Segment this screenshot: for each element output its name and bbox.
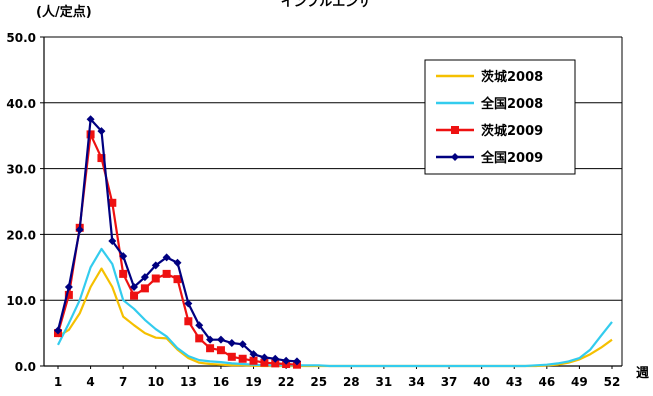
x-tick-label: 4 (86, 375, 94, 389)
data-point (151, 261, 160, 270)
data-point (108, 198, 117, 207)
x-axis-label: 週 (636, 366, 649, 381)
y-axis-label: (人/定点) (36, 4, 92, 20)
data-point (292, 357, 301, 366)
y-tick-label: 20.0 (6, 228, 36, 242)
x-tick-label: 7 (119, 375, 127, 389)
data-point (54, 326, 62, 335)
data-point (216, 335, 225, 344)
data-point (271, 354, 280, 363)
y-tick-labels: 0.0 10.0 20.0 30.0 40.0 50.0 (6, 31, 36, 374)
data-point (184, 299, 193, 308)
data-point (249, 356, 258, 365)
gridlines (44, 36, 623, 366)
data-point (195, 321, 204, 330)
data-point (260, 358, 269, 367)
series-3 (54, 130, 301, 369)
x-tick-label: 16 (213, 375, 230, 389)
x-tick-label: 28 (343, 375, 360, 389)
x-tick-label: 31 (376, 375, 393, 389)
data-point (216, 346, 225, 355)
data-point (162, 253, 171, 262)
data-point (130, 283, 139, 292)
x-tick-label: 49 (571, 375, 588, 389)
legend: 茨城2008 全国2008 茨城2009 全国2009 (424, 59, 576, 175)
legend-label: 全国2008 (480, 96, 543, 112)
x-tick-label: 37 (441, 375, 458, 389)
series-line (57, 247, 613, 368)
series-2 (57, 247, 613, 368)
data-point (140, 284, 149, 293)
x-tick-label: 43 (506, 375, 523, 389)
data-point (108, 236, 117, 245)
data-point (119, 269, 128, 278)
legend-marker (451, 153, 459, 161)
x-tick-label: 34 (408, 375, 425, 389)
data-point (173, 275, 182, 284)
series-4 (54, 115, 301, 366)
data-point (206, 344, 215, 353)
data-point (162, 269, 171, 278)
legend-label: 全国2009 (480, 150, 543, 166)
x-tick-label: 46 (538, 375, 555, 389)
data-point (227, 352, 236, 361)
x-tick-labels: 1 4 7 10 13 16 19 22 25 28 31 34 37 40 43 46 49 52 (54, 375, 621, 389)
data-point (271, 359, 280, 368)
x-tick-label: 25 (310, 375, 327, 389)
x-tick-label: 10 (147, 375, 164, 389)
y-tick-label: 50.0 (6, 31, 36, 45)
data-point (97, 154, 106, 163)
y-tick-label: 10.0 (6, 294, 36, 308)
data-point (227, 338, 236, 347)
data-point (140, 273, 149, 282)
data-point (260, 353, 269, 362)
legend-marker (451, 126, 459, 134)
data-point (86, 115, 95, 124)
data-point (130, 291, 139, 300)
data-point (282, 356, 291, 365)
data-point (86, 130, 95, 139)
legend-label: 茨城2008 (481, 69, 543, 85)
y-tick-label: 40.0 (6, 97, 36, 111)
data-point (195, 334, 204, 343)
data-point (64, 283, 73, 292)
legend-label: 茨城2009 (481, 123, 543, 139)
data-point (184, 317, 193, 326)
x-tick-label: 22 (278, 375, 295, 389)
x-tick-label: 13 (180, 375, 197, 389)
chart-title: インフルエンザ (281, 0, 372, 10)
x-tick-label: 40 (473, 375, 490, 389)
data-point (97, 127, 106, 136)
data-point (75, 225, 84, 234)
y-tick-label: 0.0 (15, 360, 36, 374)
data-point (249, 350, 258, 359)
data-point (238, 340, 247, 349)
data-point (173, 258, 182, 267)
series-layer (54, 115, 613, 369)
x-tick-label: 52 (604, 375, 621, 389)
data-point (206, 335, 215, 344)
x-tick-label: 1 (54, 375, 62, 389)
y-tick-label: 30.0 (6, 163, 36, 177)
x-tick-label: 19 (245, 375, 262, 389)
legend-box (424, 59, 576, 175)
data-point (119, 252, 128, 261)
data-point (238, 354, 247, 363)
data-point (64, 290, 73, 299)
data-point (151, 274, 160, 283)
series-line (56, 118, 298, 363)
